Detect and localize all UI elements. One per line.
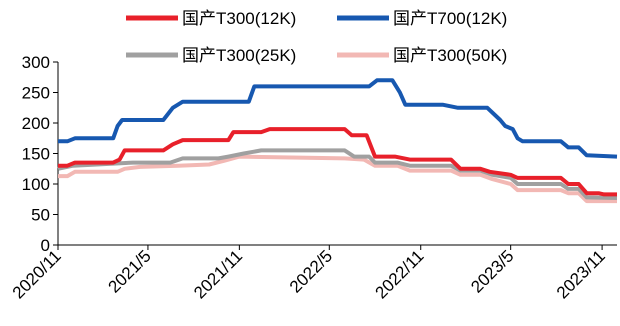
y-tick-label: 0 — [41, 236, 50, 255]
y-tick-label: 250 — [22, 84, 50, 103]
y-axis: 0 50 100 150 200 250 300 — [22, 53, 59, 255]
y-tick-label: 300 — [22, 53, 50, 72]
x-tick-label: 2023/5 — [467, 246, 517, 296]
legend: 国产T300(12K) 国产T700(12K) 国产T300(25K) 国产T300(… — [126, 9, 507, 65]
y-tick-label: 100 — [22, 175, 50, 194]
x-tick-label: 2023/11 — [553, 246, 609, 302]
x-axis: 2020/11 2021/5 2021/11 2022/5 2022/11 2023/5 2… — [9, 244, 617, 302]
plot-area — [57, 78, 618, 204]
legend-label-3: 国产T300(50K) — [393, 46, 507, 65]
x-tick-label: 2021/11 — [190, 246, 246, 302]
legend-label-1: 国产T700(12K) — [393, 9, 507, 28]
series-line-0 — [58, 127, 617, 197]
x-tick-label: 2020/11 — [9, 246, 65, 302]
x-tick-label: 2022/5 — [286, 246, 336, 296]
legend-label-2: 国产T300(25K) — [182, 46, 296, 65]
x-tick-label: 2022/11 — [372, 246, 428, 302]
series-line-1 — [58, 78, 618, 159]
y-tick-label: 200 — [22, 114, 50, 133]
series-line-2 — [57, 148, 618, 200]
y-tick-label: 150 — [22, 145, 50, 164]
x-tick-label: 2021/5 — [105, 246, 155, 296]
legend-label-0: 国产T300(12K) — [182, 9, 296, 28]
y-tick-label: 50 — [31, 206, 50, 225]
series-line-3 — [58, 154, 617, 204]
